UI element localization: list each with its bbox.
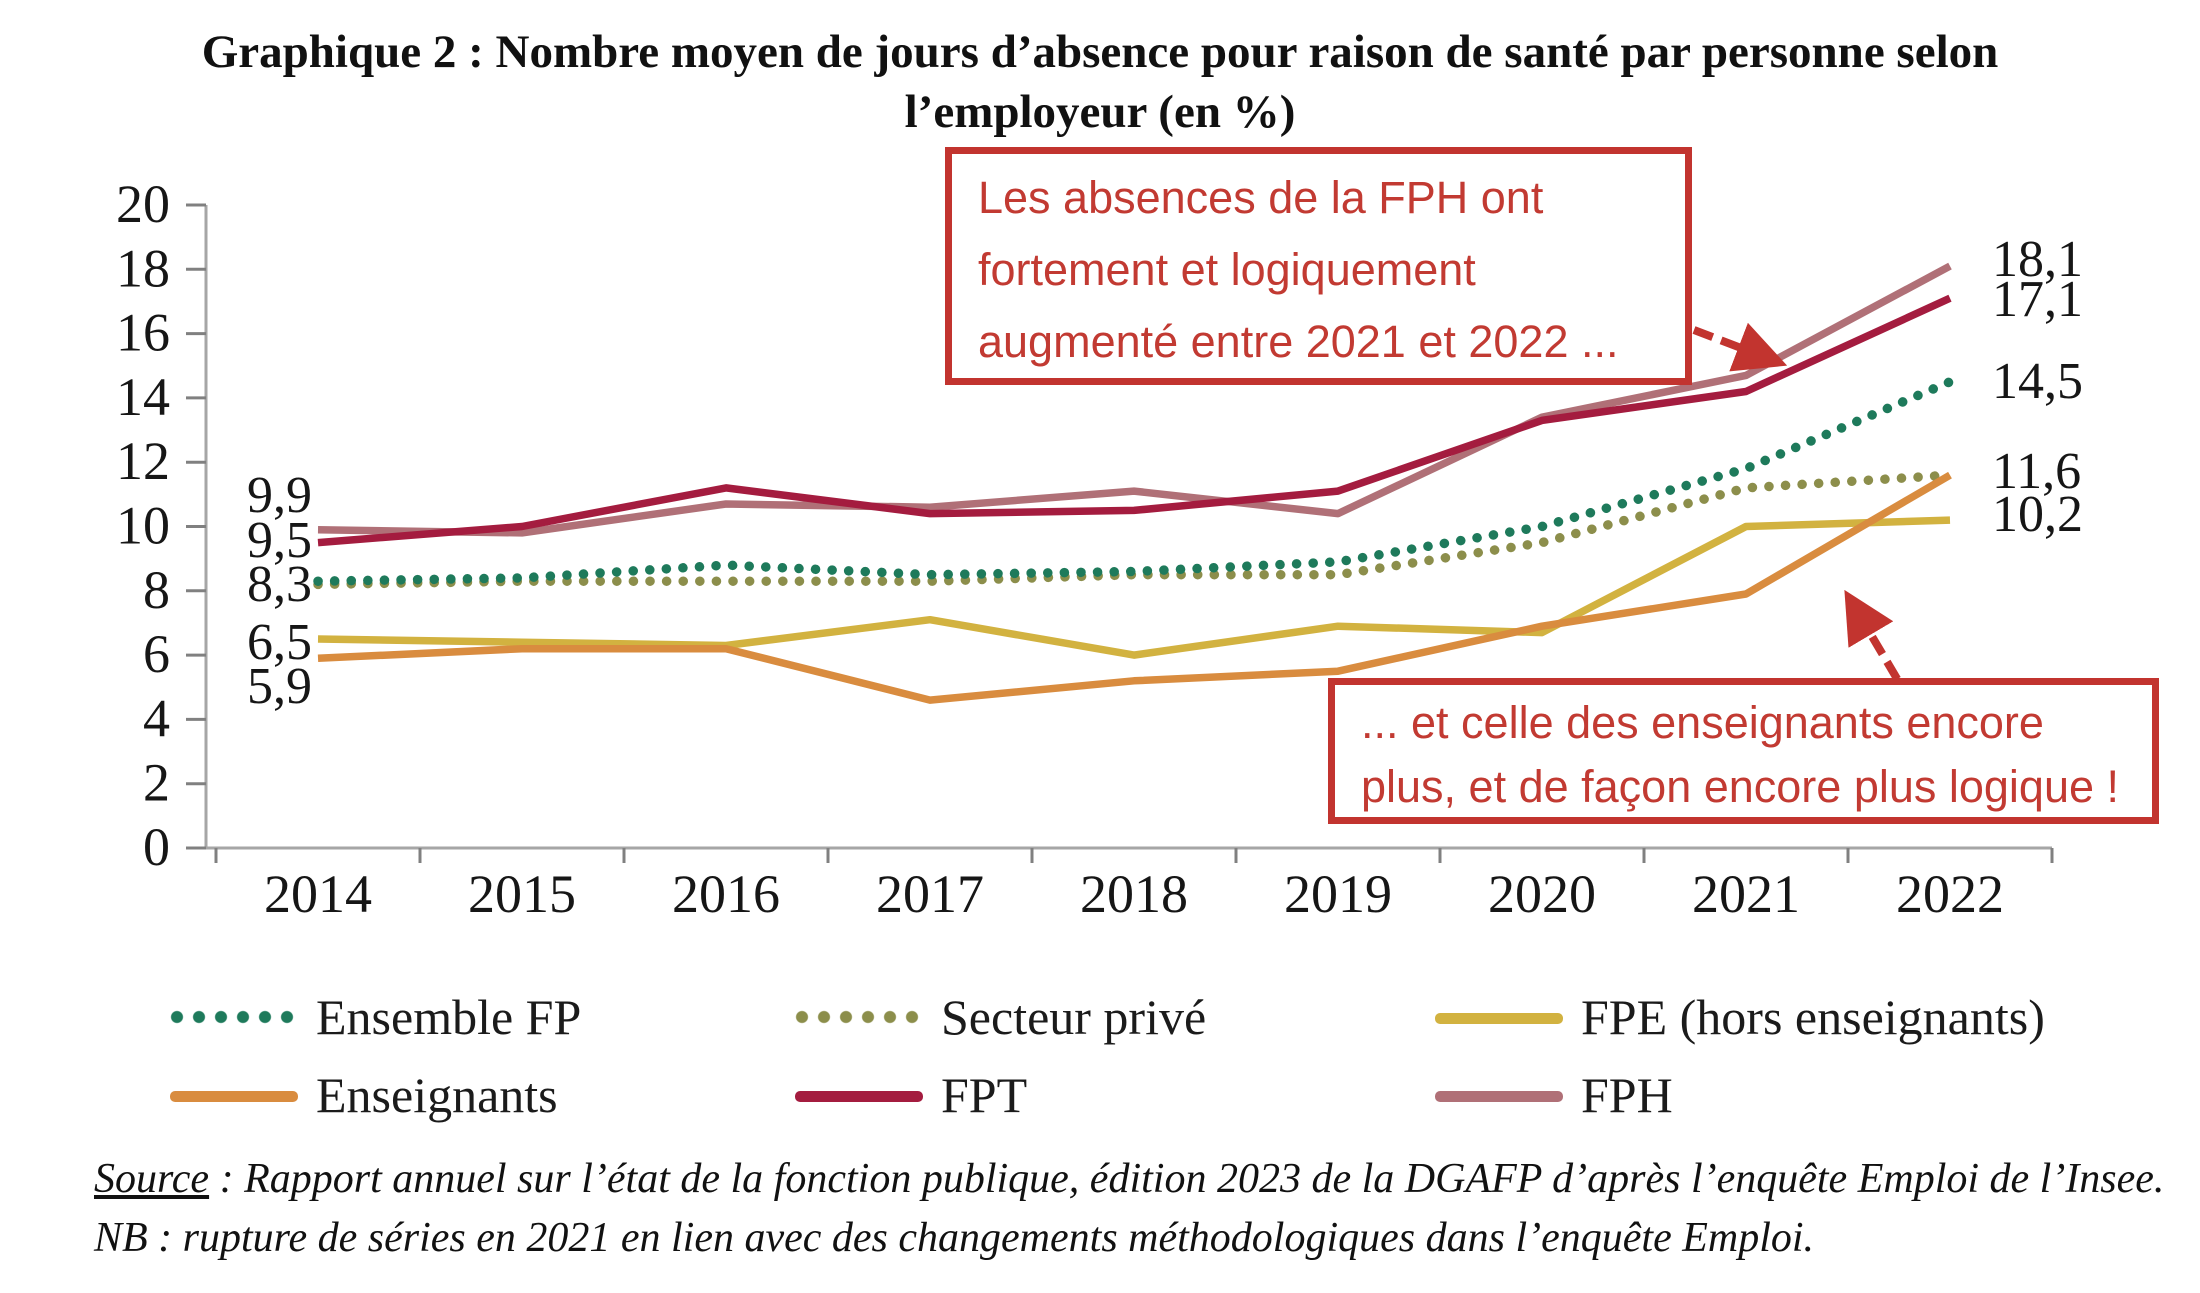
x-axis-year-label: 2020 <box>1488 864 1596 924</box>
arrow-to-fph-line <box>1692 322 1788 372</box>
series-line-enseignants <box>317 471 1952 704</box>
legend-item-fph: FPH <box>1435 1067 1673 1123</box>
legend-swatch-fpe <box>1435 1012 1563 1024</box>
legend-swatch-secteur-prive <box>795 1010 923 1024</box>
x-axis-year-label: 2017 <box>876 864 984 924</box>
source-label: Source <box>94 1156 210 1202</box>
chart-title-line1: Graphique 2 : Nombre moyen de jours d’ab… <box>201 26 1999 78</box>
y-tick-label: 6 <box>143 624 170 684</box>
y-tick-label: 10 <box>116 496 170 556</box>
annotation-line: ... et celle des enseignants encore <box>1361 697 2044 748</box>
y-tick-label: 14 <box>116 367 170 427</box>
legend-swatch-enseignants <box>170 1090 298 1102</box>
y-tick-label: 4 <box>143 688 170 748</box>
y-tick-label: 0 <box>143 817 170 877</box>
left-value-label: 9,9 <box>247 467 312 524</box>
legend-label: Enseignants <box>316 1067 558 1123</box>
x-axis-year-label: 2014 <box>264 864 372 924</box>
right-value-label: 18,1 <box>1992 231 2083 288</box>
annotation-box-enseignants: ... et celle des enseignants encore plus… <box>1328 678 2159 824</box>
legend-label: Secteur privé <box>941 989 1207 1045</box>
series-line-fpt <box>317 294 1952 547</box>
y-tick-label: 8 <box>143 560 170 620</box>
y-tick-label: 20 <box>116 174 170 234</box>
left-value-label: 5,9 <box>247 658 312 715</box>
annotation-box-fph: Les absences de la FPH ont fortement et … <box>945 147 1692 385</box>
legend-label: FPH <box>1581 1067 1673 1123</box>
legend-item-enseignants: Enseignants <box>170 1067 558 1123</box>
legend-label: FPE (hors enseignants) <box>1581 989 2045 1045</box>
x-axis-year-label: 2018 <box>1080 864 1188 924</box>
y-tick-label: 18 <box>116 238 170 298</box>
left-value-label: 6,5 <box>247 614 312 671</box>
right-value-label: 17,1 <box>1992 271 2083 328</box>
y-tick-label: 2 <box>143 753 170 813</box>
annotation-line: plus, et de façon encore plus logique ! <box>1361 761 2120 812</box>
y-tick-label: 12 <box>116 431 170 491</box>
x-axis-year-label: 2019 <box>1284 864 1392 924</box>
left-value-label: 8,3 <box>247 556 312 613</box>
right-value-label: 11,6 <box>1992 443 2081 500</box>
x-axis-year-label: 2021 <box>1692 864 1800 924</box>
source-line: Source : Rapport annuel sur l’état de la… <box>94 1150 2174 1209</box>
left-value-label: 9,5 <box>247 512 312 569</box>
legend-label: FPT <box>941 1067 1028 1123</box>
legend-label: Ensemble FP <box>316 989 582 1045</box>
right-value-label: 14,5 <box>1992 353 2083 410</box>
source-text: : Rapport annuel sur l’état de la foncti… <box>209 1156 2165 1202</box>
legend-swatch-fpt <box>795 1090 923 1102</box>
chart-title: Graphique 2 : Nombre moyen de jours d’ab… <box>0 22 2200 142</box>
annotation-line: Les absences de la FPH ont <box>978 172 1544 223</box>
series-line-fpe-hors-enseignants- <box>317 516 1951 659</box>
x-axis-year-label: 2015 <box>468 864 576 924</box>
source-note: Source : Rapport annuel sur l’état de la… <box>94 1150 2174 1268</box>
legend-item-fpe: FPE (hors enseignants) <box>1435 989 2045 1045</box>
y-tick-label: 16 <box>116 303 170 363</box>
legend-item-fpt: FPT <box>795 1067 1028 1123</box>
chart-title-line2: l’employeur (en %) <box>904 86 1296 138</box>
annotation-line: fortement et logiquement <box>978 244 1476 295</box>
nb-line: NB : rupture de séries en 2021 en lien a… <box>94 1215 1815 1261</box>
x-axis-year-label: 2022 <box>1896 864 2004 924</box>
legend-item-ensemble-fp: Ensemble FP <box>170 989 582 1045</box>
legend-swatch-fph <box>1435 1090 1563 1102</box>
series-line-fph <box>317 262 1952 537</box>
legend-swatch-ensemble-fp <box>170 1010 298 1024</box>
legend-item-secteur-prive: Secteur privé <box>795 989 1207 1045</box>
x-axis-year-label: 2016 <box>672 864 780 924</box>
series-line-ensemble-fp <box>313 377 1955 586</box>
annotation-line: augmenté entre 2021 et 2022 ... <box>978 316 1619 367</box>
right-value-label: 10,2 <box>1992 486 2083 543</box>
